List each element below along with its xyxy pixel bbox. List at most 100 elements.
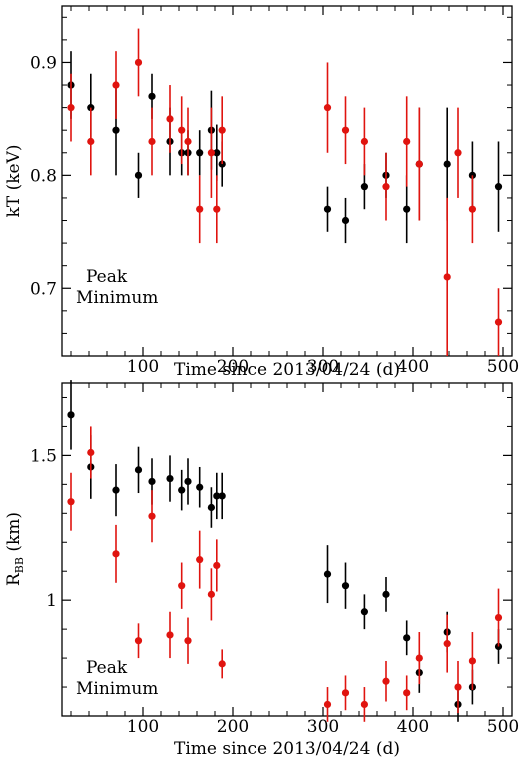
bottom-peak-point — [67, 411, 75, 419]
top-minimum-point — [360, 137, 368, 146]
top-minimum-point — [196, 205, 204, 213]
bottom-peak-point — [207, 503, 215, 512]
top-y-tick-label: 0.9 — [30, 53, 57, 73]
top-minimum-point — [184, 137, 192, 146]
bottom-minimum-point — [178, 582, 186, 590]
bottom-x-tick-label: 100 — [127, 717, 159, 737]
top-peak-point — [134, 171, 143, 179]
top-x-tick-label: 200 — [217, 357, 249, 377]
bottom-ylabel-main: R — [4, 572, 24, 586]
top-minimum-point — [166, 115, 174, 123]
top-peak-point — [403, 205, 411, 213]
bottom-ylabel-sub: BB — [13, 557, 26, 573]
top-peak-point — [360, 183, 368, 191]
top-minimum-point — [382, 183, 390, 191]
bottom-peak-point — [218, 492, 226, 500]
bottom-y-tick-label: 1 — [46, 591, 57, 611]
top-peak-point — [323, 205, 332, 213]
bottom-minimum-point — [454, 683, 462, 691]
bottom-minimum-point — [468, 657, 476, 665]
top-y-tick-label: 0.7 — [30, 279, 57, 299]
bottom-peak-point — [360, 608, 368, 616]
bottom-plot-frame — [61, 382, 513, 717]
top-minimum-point — [213, 205, 221, 213]
bottom-minimum-point — [382, 677, 390, 685]
top-peak-point — [148, 92, 156, 100]
bottom-legend-minimum: Minimum — [76, 679, 158, 699]
top-minimum-point — [403, 137, 411, 146]
top-legend-minimum: Minimum — [76, 288, 158, 308]
top-x-tick-label: 500 — [487, 357, 519, 377]
top-minimum-point — [134, 58, 143, 67]
bottom-peak-point — [178, 486, 186, 494]
bottom-minimum-point — [213, 561, 221, 570]
bottom-panel: 100 200 300 400 500 1 1.5 RBB (km) Time since … — [4, 380, 519, 759]
top-minimum-point — [415, 160, 423, 168]
top-x-tick-label: 400 — [397, 357, 429, 377]
top-minimum-point — [87, 137, 95, 146]
bottom-ylabel-unit: (km) — [4, 512, 24, 557]
top-minimum-point — [112, 81, 120, 89]
bottom-minimum-point — [360, 700, 368, 709]
top-minimum-point — [341, 126, 350, 134]
bottom-peak-point — [184, 477, 192, 486]
top-peak-point — [468, 171, 476, 179]
top-data-marks — [67, 28, 503, 356]
bottom-y-axis-label: RBB (km) — [4, 512, 26, 586]
bottom-minimum-point — [415, 654, 423, 662]
top-x-axis-label: Time since 2013/04/24 (d) — [174, 360, 400, 380]
bottom-axis-ticks: 100 200 300 400 500 1 1.5 — [30, 383, 519, 737]
top-peak-point — [196, 149, 204, 157]
top-minimum-point — [67, 104, 75, 112]
top-x-tick-label: 300 — [307, 357, 339, 377]
top-peak-point — [213, 149, 221, 157]
top-y-axis-label: kT (keV) — [4, 145, 24, 218]
bottom-minimum-point — [494, 613, 503, 622]
top-y-tick-label: 0.8 — [30, 166, 57, 186]
bottom-x-tick-label: 200 — [217, 717, 249, 737]
top-minimum-point — [218, 126, 226, 134]
bottom-minimum-point — [112, 550, 120, 558]
top-x-tick-label: 100 — [127, 357, 159, 377]
bottom-peak-point — [112, 486, 120, 494]
bottom-minimum-point — [87, 448, 95, 457]
top-legend-peak: Peak — [86, 267, 128, 287]
bottom-x-tick-label: 400 — [397, 717, 429, 737]
bottom-peak-point — [166, 474, 174, 483]
bottom-peak-point — [494, 642, 503, 651]
top-panel: 100 200 300 400 500 0.7 0.8 0.9 kT (keV) Time s… — [4, 5, 519, 380]
bottom-minimum-point — [134, 637, 143, 645]
top-axis-ticks: 100 200 300 400 500 0.7 0.8 0.9 — [30, 6, 519, 377]
bottom-peak-point — [403, 634, 411, 642]
top-peak-point — [494, 183, 503, 191]
top-peak-point — [443, 160, 451, 168]
bottom-legend-peak: Peak — [86, 658, 128, 678]
bottom-y-tick-label: 1.5 — [30, 446, 57, 466]
bottom-minimum-point — [148, 512, 156, 520]
bottom-minimum-point — [184, 637, 192, 645]
bottom-minimum-point — [443, 640, 451, 648]
bottom-peak-point — [213, 492, 221, 500]
top-minimum-point — [178, 126, 186, 134]
bottom-peak-point — [382, 590, 390, 598]
bottom-peak-point — [148, 477, 156, 486]
bottom-x-axis-label: Time since 2013/04/24 (d) — [174, 739, 400, 759]
top-minimum-point — [443, 273, 451, 281]
bottom-minimum-point — [323, 700, 332, 709]
bottom-minimum-point — [341, 689, 350, 697]
top-peak-point — [341, 216, 350, 225]
top-minimum-point — [468, 205, 476, 213]
top-minimum-point — [323, 104, 332, 112]
top-minimum-point — [207, 149, 215, 157]
bottom-minimum-point — [218, 660, 226, 668]
top-minimum-point — [148, 137, 156, 146]
bottom-x-tick-label: 500 — [487, 717, 519, 737]
bottom-peak-point — [196, 483, 204, 491]
bottom-minimum-point — [207, 590, 215, 598]
bottom-minimum-point — [67, 498, 75, 506]
bottom-data-marks — [67, 380, 503, 722]
top-minimum-point — [494, 318, 503, 326]
bottom-x-tick-label: 300 — [307, 717, 339, 737]
top-peak-point — [112, 126, 120, 134]
